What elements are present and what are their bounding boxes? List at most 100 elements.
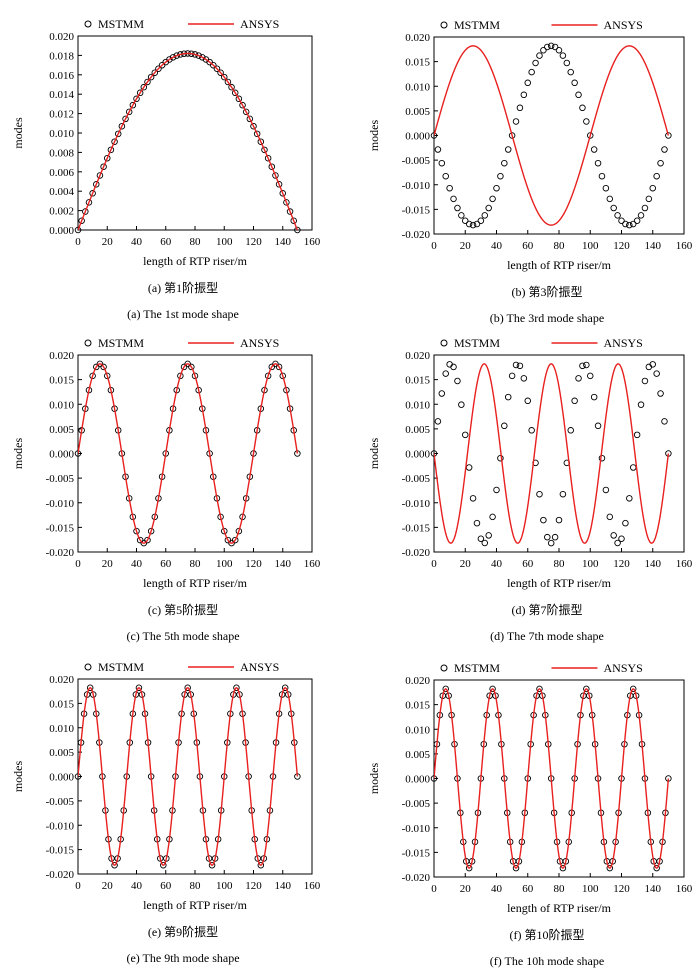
y-tick-label: 0.020 xyxy=(405,675,430,687)
x-tick-label: 160 xyxy=(304,880,321,892)
data-point-mstmm xyxy=(587,372,594,380)
y-tick-label: 0.010 xyxy=(49,723,74,735)
data-point-mstmm xyxy=(567,68,574,76)
data-point-mstmm xyxy=(559,490,567,498)
data-point-mstmm xyxy=(184,684,191,692)
data-point-mstmm xyxy=(602,486,610,494)
legend-swatch-mstmm xyxy=(440,339,448,347)
caption-cn: (b) 第3阶振型 xyxy=(512,285,583,299)
chart-panel-a: 0.000 0.002 0.004 0.006 0.008 0.010 0.012 0.014… xyxy=(11,17,321,321)
data-point-mstmm xyxy=(524,79,532,87)
data-point-mstmm xyxy=(434,418,442,425)
caption-en: (f) The 10h mode shape xyxy=(490,954,604,968)
data-point-mstmm xyxy=(272,172,279,179)
x-tick-label: 40 xyxy=(131,880,143,892)
caption-cn: (f) 第10阶振型 xyxy=(510,928,585,942)
data-point-mstmm xyxy=(544,533,551,541)
legend-swatch-mstmm xyxy=(84,663,92,671)
x-tick-label: 60 xyxy=(522,240,534,252)
data-point-mstmm xyxy=(540,47,547,54)
data-point-mstmm xyxy=(618,535,625,543)
data-point-mstmm xyxy=(235,95,243,103)
x-tick-label: 140 xyxy=(645,240,662,252)
y-tick-label: -0.005 xyxy=(402,473,431,485)
data-point-mstmm xyxy=(250,122,257,130)
data-point-mstmm xyxy=(118,122,126,130)
data-point-mstmm xyxy=(261,146,268,154)
data-point-mstmm xyxy=(166,56,173,63)
data-point-mstmm xyxy=(257,138,265,145)
data-point-mstmm xyxy=(629,220,637,228)
data-point-mstmm xyxy=(208,861,216,869)
chart-panel-b: -0.020 -0.015 -0.010 -0.005 0.000 0.005 0.010 0… xyxy=(367,18,693,325)
y-tick-label: 0.020 xyxy=(49,350,74,362)
data-point-mstmm xyxy=(622,220,629,228)
chart-panel-c: -0.020 -0.015 -0.010 -0.005 0.000 0.005 0.010 0… xyxy=(11,336,321,643)
data-point-mstmm xyxy=(264,372,272,380)
y-tick-label: -0.020 xyxy=(402,229,431,241)
x-tick-label: 40 xyxy=(491,240,503,252)
caption-en: (d) The 7th mode shape xyxy=(490,629,604,643)
x-tick-label: 40 xyxy=(491,558,503,570)
y-tick-label: 0.010 xyxy=(405,724,430,736)
data-point-mstmm xyxy=(516,362,524,370)
x-tick-label: 100 xyxy=(216,558,233,570)
data-point-mstmm xyxy=(571,397,578,405)
y-tick-label: -0.005 xyxy=(402,798,431,810)
data-point-mstmm xyxy=(199,54,206,61)
data-point-mstmm xyxy=(103,372,111,380)
x-axis-label: length of RTP riser/m xyxy=(143,576,247,590)
data-point-mstmm xyxy=(233,684,240,692)
chart-panel-d: -0.020 -0.015 -0.010 -0.005 0.000 0.005 0.010 0… xyxy=(367,336,693,643)
data-point-mstmm xyxy=(231,536,239,544)
legend-swatch-mstmm xyxy=(440,664,448,672)
data-point-mstmm xyxy=(169,54,177,61)
legend-swatch-mstmm xyxy=(84,20,92,28)
data-point-mstmm xyxy=(450,363,457,371)
data-point-mstmm xyxy=(103,154,111,162)
data-point-mstmm xyxy=(286,208,294,215)
data-point-mstmm xyxy=(649,184,657,192)
legend-label-ansys: ANSYS xyxy=(240,336,279,350)
data-point-mstmm xyxy=(536,490,543,498)
data-point-mstmm xyxy=(575,91,582,99)
x-tick-label: 100 xyxy=(582,558,599,570)
y-tick-label: 0.000 xyxy=(49,449,74,461)
legend-label-mstmm: MSTMM xyxy=(98,660,144,674)
data-point-mstmm xyxy=(74,226,82,234)
data-point-mstmm xyxy=(434,146,442,153)
x-axis-label: length of RTP riser/m xyxy=(507,576,611,590)
legend-label-ansys: ANSYS xyxy=(604,18,643,32)
data-point-mstmm xyxy=(528,68,535,76)
x-tick-label: 160 xyxy=(304,236,321,248)
x-tick-label: 0 xyxy=(75,236,81,248)
data-point-mstmm xyxy=(555,516,563,524)
data-point-mstmm xyxy=(626,221,633,229)
y-axis-label: modes xyxy=(11,117,25,149)
series-line-ansys xyxy=(78,363,299,544)
data-point-mstmm xyxy=(536,685,543,693)
data-point-mstmm xyxy=(590,393,598,401)
y-tick-label: 0.015 xyxy=(405,375,430,387)
data-point-mstmm xyxy=(465,464,473,471)
data-point-mstmm xyxy=(268,163,276,170)
data-point-mstmm xyxy=(633,431,641,439)
y-axis-label: modes xyxy=(367,438,381,470)
y-axis-label: modes xyxy=(367,763,381,795)
data-point-mstmm xyxy=(571,79,578,87)
legend-label-mstmm: MSTMM xyxy=(454,661,500,675)
data-point-mstmm xyxy=(520,91,528,99)
data-point-mstmm xyxy=(89,372,96,380)
x-tick-label: 120 xyxy=(613,883,630,895)
y-tick-label: -0.020 xyxy=(402,872,431,884)
plot-frame xyxy=(77,354,313,553)
data-point-mstmm xyxy=(465,864,473,872)
data-point-mstmm xyxy=(283,199,290,206)
data-point-mstmm xyxy=(508,372,516,380)
x-tick-label: 140 xyxy=(645,558,662,570)
x-axis-label: length of RTP riser/m xyxy=(507,901,611,915)
data-point-mstmm xyxy=(555,47,563,54)
data-point-mstmm xyxy=(606,513,614,521)
data-point-mstmm xyxy=(614,539,621,547)
caption-cn: (a) 第1阶振型 xyxy=(148,281,218,295)
